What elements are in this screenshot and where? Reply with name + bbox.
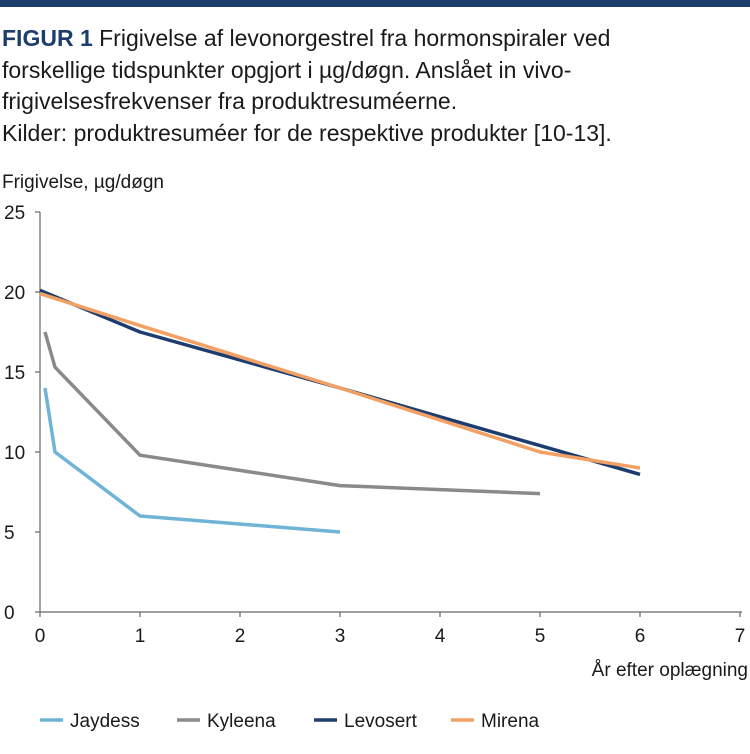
- legend-label-levosert: Levosert: [344, 711, 418, 732]
- x-axis-title: År efter oplægning: [592, 660, 748, 681]
- series-line-kyleena: [43, 331, 541, 496]
- y-tick-label: 5: [4, 523, 15, 544]
- x-tick-label: 2: [235, 626, 246, 647]
- top-rule: [0, 0, 750, 7]
- series-lines: [39, 288, 641, 534]
- x-tick-label: 5: [535, 626, 546, 647]
- y-tick-label: 15: [4, 363, 25, 384]
- series-line-jaydess: [43, 387, 341, 534]
- x-tick-label: 3: [335, 626, 346, 647]
- x-tick-label: 7: [735, 626, 746, 647]
- series-line-mirena: [39, 291, 641, 470]
- caption-line-4: Kilder: produktresuméer for de respektiv…: [2, 119, 612, 146]
- x-tick-label: 1: [135, 626, 146, 647]
- legend-label-mirena: Mirena: [481, 711, 540, 732]
- x-tick-label: 6: [635, 626, 646, 647]
- caption-line-1: FIGUR 1 Frigivelse af levonorgestrel fra…: [2, 23, 742, 55]
- y-tick-label: 0: [4, 603, 15, 624]
- caption-line-2: forskellige tidspunkter opgjort i µg/døg…: [2, 56, 572, 83]
- y-axis-ticks: 0 5 10 15 20 25: [4, 203, 40, 624]
- y-tick-label: 25: [4, 203, 25, 224]
- x-axis-ticks: 0 1 2 3 4 5 6 7: [35, 612, 746, 647]
- y-tick-label: 20: [4, 283, 25, 304]
- x-tick-label: 0: [35, 626, 46, 647]
- legend-label-kyleena: Kyleena: [207, 711, 276, 732]
- figure-caption: FIGUR 1 Frigivelse af levonorgestrel fra…: [2, 23, 742, 149]
- y-axis-title: Frigivelse, µg/døgn: [2, 172, 164, 193]
- legend: Jaydess Kyleena Levosert Mirena: [40, 711, 540, 732]
- x-tick-label: 4: [435, 626, 446, 647]
- legend-label-jaydess: Jaydess: [70, 711, 140, 732]
- figure-label: FIGUR 1: [2, 25, 93, 51]
- caption-line-3: frigivelsesfrekvenser fra produktresumée…: [2, 88, 458, 114]
- caption-text-1: Frigivelse af levonorgestrel fra hormons…: [99, 25, 611, 51]
- y-tick-label: 10: [4, 443, 25, 464]
